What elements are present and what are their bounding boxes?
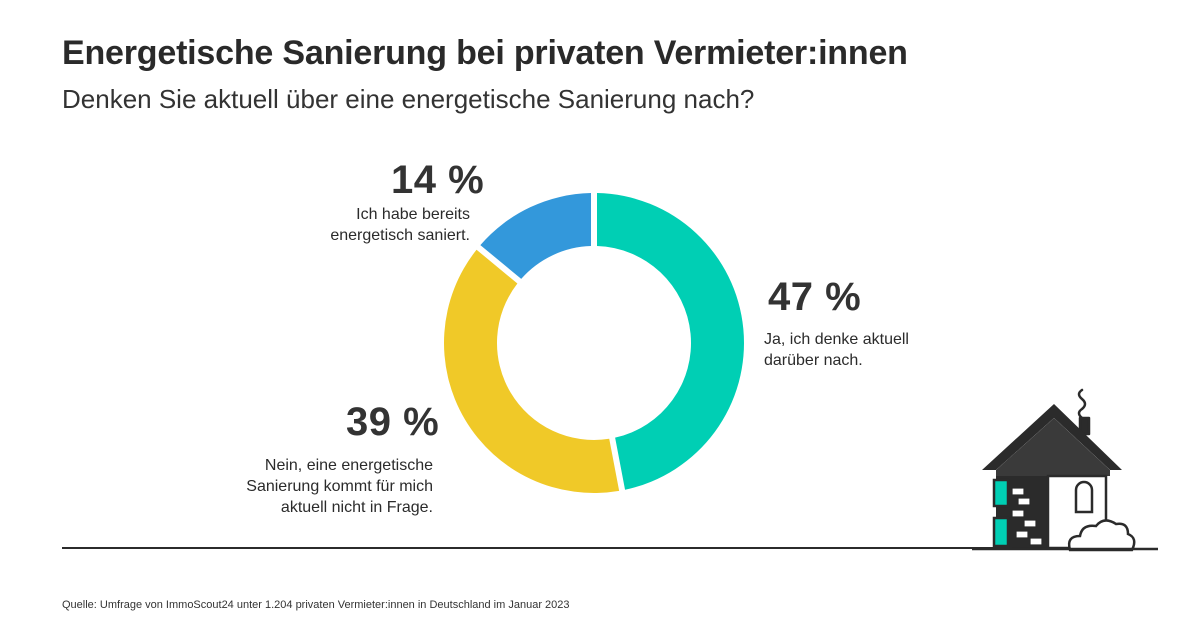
slice-label-ja: Ja, ich denke aktuell darüber nach. xyxy=(764,329,909,371)
roof-icon xyxy=(982,404,1122,470)
donut-slice-bereits xyxy=(480,193,592,279)
slice-label-line: Nein, eine energetische xyxy=(264,457,433,474)
slice-label-line: energetisch saniert. xyxy=(330,227,470,244)
donut-slice-ja xyxy=(596,193,745,490)
chart-subtitle: Denken Sie aktuell über eine energetisch… xyxy=(62,84,755,114)
house-illustration xyxy=(972,388,1158,552)
slice-label-line: Sanierung kommt für mich xyxy=(246,478,433,495)
smoke-icon xyxy=(1077,388,1087,420)
slice-label-line: aktuell nicht in Frage. xyxy=(280,499,433,516)
slice-label-bereits: Ich habe bereits energetisch saniert. xyxy=(330,204,470,246)
slice-label-line: Ja, ich denke aktuell xyxy=(764,331,909,348)
slice-label-line: Ich habe bereits xyxy=(356,206,470,223)
source-note: Quelle: Umfrage von ImmoScout24 unter 1.… xyxy=(62,599,570,611)
slice-label-line: darüber nach. xyxy=(764,352,863,369)
chart-title: Energetische Sanierung bei privaten Verm… xyxy=(62,34,908,72)
slice-value-nein: 39 % xyxy=(346,400,440,444)
door-icon xyxy=(992,478,1010,508)
window-icon xyxy=(1074,480,1094,514)
slice-value-ja: 47 % xyxy=(768,275,862,319)
donut-slice-nein xyxy=(444,249,620,494)
slice-label-nein: Nein, eine energetische Sanierung kommt … xyxy=(246,455,433,518)
bush-icon xyxy=(1067,519,1136,552)
donut-chart xyxy=(444,193,745,494)
ground-line xyxy=(62,547,1012,549)
slice-value-bereits: 14 % xyxy=(391,158,485,202)
